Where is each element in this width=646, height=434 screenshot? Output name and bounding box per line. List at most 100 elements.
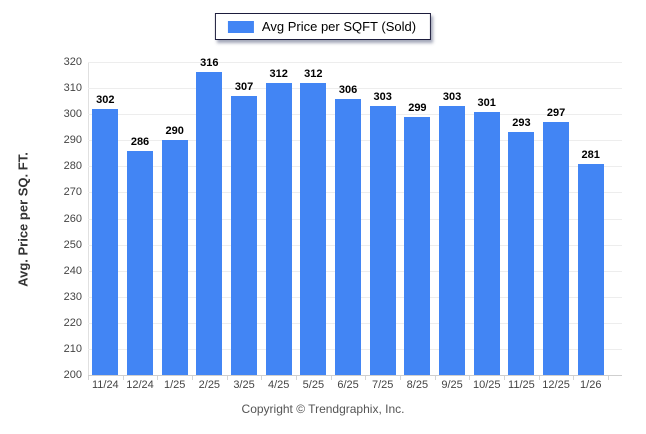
- bar-slot: 299: [400, 62, 435, 375]
- bar-value-label: 301: [477, 96, 496, 109]
- x-category-label: 11/25: [508, 379, 535, 391]
- x-category-label: 7/25: [372, 379, 394, 391]
- bar-value-label: 316: [200, 57, 219, 70]
- bar-value-label: 290: [165, 125, 184, 138]
- y-tick-label: 250: [63, 238, 82, 251]
- x-axis-tick: [573, 376, 575, 380]
- legend-label: Avg Price per SQFT (Sold): [261, 19, 417, 34]
- x-category-label: 1/25: [163, 379, 186, 391]
- x-category-label: 8/25: [406, 379, 429, 391]
- bar-value-label: 312: [269, 67, 288, 80]
- bar-slot: 307: [227, 62, 262, 375]
- y-tick-label: 240: [63, 264, 82, 277]
- bar-slot: 293: [504, 62, 539, 375]
- bar-slot: 301: [469, 62, 504, 375]
- bar-value-label: 302: [96, 93, 115, 106]
- plot-area: 200 210 220 230 240 250 260 270 280 290 300 310 320 …: [64, 56, 622, 381]
- x-axis-tick: [122, 376, 124, 380]
- x-axis-labels: 11/24 12/24 1/25 2/25 3/25 4/25 5/25 6/25 7/25 8/…: [88, 379, 608, 391]
- x-axis-tick: [261, 376, 263, 380]
- x-category-label: 1/26: [580, 379, 602, 391]
- bar-slot: 297: [539, 62, 574, 375]
- y-tick-label: 270: [63, 186, 82, 199]
- x-axis-tick: [504, 376, 505, 380]
- x-category-label: 12/25: [542, 379, 570, 391]
- x-axis-tick: [365, 376, 367, 380]
- x-category-label: 9/25: [441, 379, 463, 391]
- bar-slot: 306: [331, 62, 366, 375]
- bar-10/25[interactable]: [473, 111, 500, 375]
- bar-slot: 312: [261, 62, 296, 375]
- x-category-label: 10/25: [472, 379, 501, 391]
- bar-value-label: 303: [442, 91, 462, 104]
- bar-slot: 290: [157, 62, 192, 375]
- bar-1/25[interactable]: [161, 140, 188, 375]
- x-axis-tick: [608, 376, 609, 380]
- x-axis-tick: [192, 376, 193, 380]
- bar-6/25[interactable]: [335, 98, 362, 375]
- bar-12/25[interactable]: [543, 122, 570, 375]
- y-axis-title: Avg. Price per SQ. FT.: [15, 152, 31, 287]
- y-tick-label: 200: [63, 369, 82, 381]
- bar-value-label: 307: [234, 80, 254, 93]
- bar-slot: 303: [365, 62, 400, 375]
- x-axis-tick: [538, 376, 540, 380]
- bar-7/25[interactable]: [369, 106, 396, 375]
- y-tick-label: 210: [63, 342, 82, 355]
- x-axis-tick: [157, 376, 159, 380]
- bar-value-label: 303: [373, 91, 392, 104]
- bar-8/25[interactable]: [404, 116, 431, 375]
- chart-legend[interactable]: Avg Price per SQFT (Sold): [214, 13, 432, 40]
- y-tick-label: 320: [63, 56, 82, 68]
- bar-value-label: 306: [338, 83, 358, 96]
- bar-value-label: 299: [408, 101, 427, 114]
- bar-12/24[interactable]: [127, 150, 153, 375]
- x-axis-tick: [469, 376, 471, 380]
- bar-5/25[interactable]: [300, 82, 327, 375]
- x-axis-tick: [400, 376, 401, 380]
- x-category-label: 4/25: [267, 379, 290, 391]
- y-tick-label: 310: [63, 82, 82, 95]
- x-category-label: 6/25: [337, 379, 359, 391]
- bar-slot: 302: [88, 62, 123, 375]
- x-axis-tick: [296, 376, 297, 380]
- y-tick-label: 280: [63, 160, 82, 173]
- bar-9/25[interactable]: [439, 106, 466, 375]
- bar-series: 302 286 290 316 307 312 312 306 303 299 303 301 293 2…: [88, 57, 608, 375]
- bar-slot: 312: [296, 62, 331, 375]
- bar-2/25[interactable]: [196, 72, 223, 375]
- bar-value-label: 281: [581, 148, 600, 161]
- bar-value-label: 286: [130, 135, 150, 148]
- gridline: [88, 88, 622, 90]
- bar-value-label: 297: [546, 107, 566, 119]
- x-axis-tick: [88, 376, 89, 380]
- bar-slot: 316: [192, 57, 227, 375]
- x-category-label: 2/25: [198, 379, 221, 391]
- gridline: [88, 62, 622, 63]
- bar-value-label: 293: [512, 117, 531, 130]
- bar-slot: 303: [435, 62, 470, 375]
- y-tick-label: 290: [63, 134, 82, 147]
- x-axis-tick: [434, 376, 436, 380]
- bar-1/26[interactable]: [577, 163, 604, 375]
- copyright-text: Copyright © Trendgraphix, Inc.: [241, 402, 405, 416]
- bar-slot: 281: [573, 62, 608, 375]
- x-category-label: 11/24: [91, 379, 119, 391]
- x-category-label: 12/24: [126, 379, 154, 391]
- x-axis-tick: [226, 376, 228, 380]
- x-axis-tick: [330, 376, 332, 380]
- x-category-label: 3/25: [233, 379, 255, 391]
- y-tick-label: 260: [63, 212, 82, 225]
- x-axis-line: [88, 375, 622, 376]
- bar-4/25[interactable]: [265, 82, 292, 375]
- y-tick-label: 230: [63, 290, 82, 303]
- legend-swatch-icon: [227, 20, 254, 33]
- bar-slot: 286: [123, 62, 158, 375]
- bar-11/24[interactable]: [92, 108, 119, 375]
- bar-value-label: 312: [304, 67, 323, 80]
- bar-11/25[interactable]: [508, 132, 535, 375]
- y-tick-label: 300: [63, 108, 82, 121]
- bar-3/25[interactable]: [231, 95, 258, 375]
- x-category-label: 5/25: [302, 379, 325, 391]
